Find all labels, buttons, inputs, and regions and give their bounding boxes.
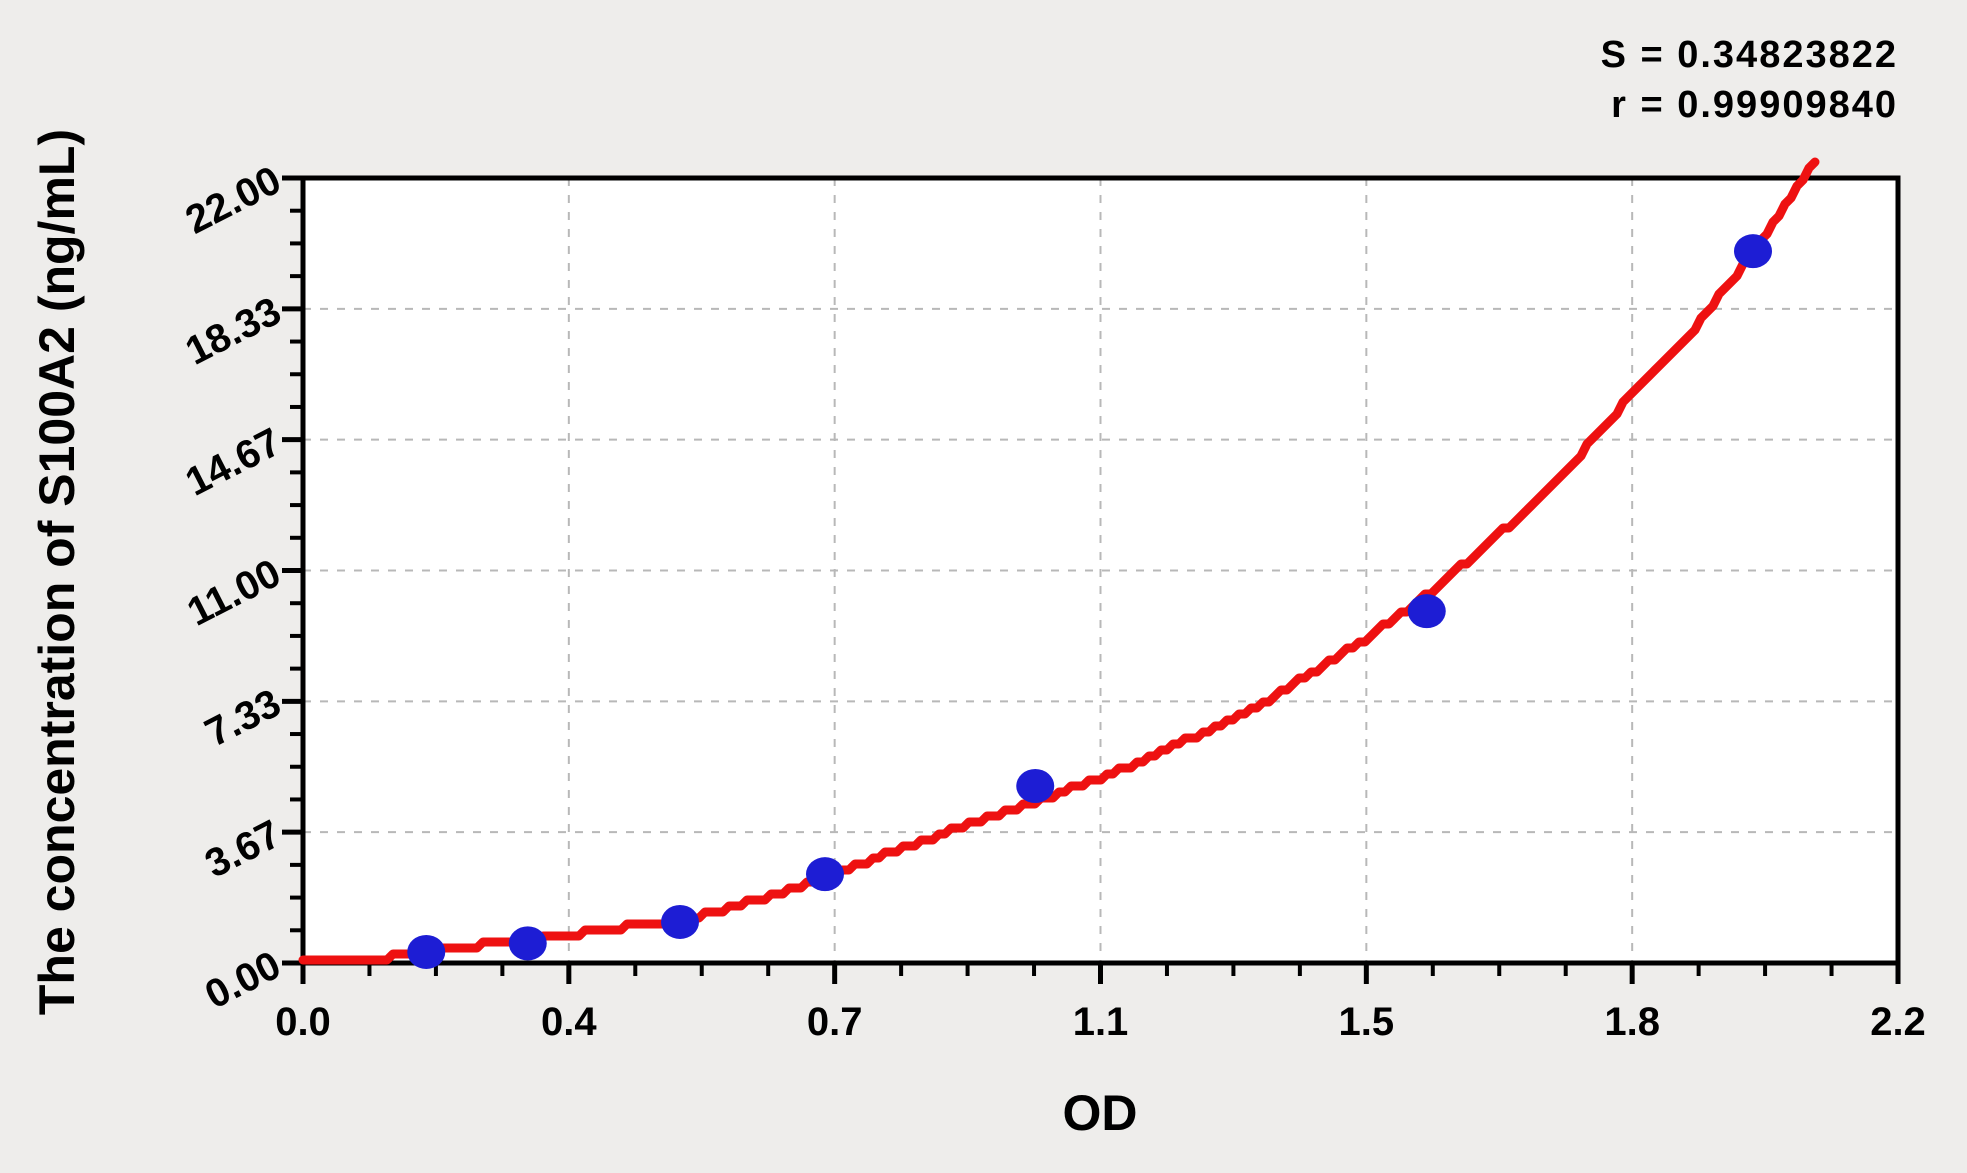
x-tick-label: 0.0 — [275, 1000, 331, 1044]
fit-r-value: r = 0.99909840 — [1611, 84, 1898, 127]
x-tick-label: 0.7 — [806, 1000, 863, 1044]
x-tick-label: 0.4 — [541, 1000, 597, 1044]
data-point — [1407, 594, 1446, 629]
fit-statistics: S = 0.34823822 r = 0.99909840 — [1601, 30, 1898, 130]
data-point — [407, 934, 446, 969]
x-tick-label: 1.1 — [1072, 1000, 1129, 1044]
x-tick-label: 1.5 — [1338, 1000, 1395, 1044]
data-point — [806, 857, 844, 892]
data-point — [1734, 234, 1772, 269]
plot-frame — [300, 175, 1901, 966]
fit-s-value: S = 0.34823822 — [1600, 34, 1898, 76]
x-tick-label: 2.2 — [1870, 1000, 1926, 1044]
fitted-curve — [298, 157, 1820, 965]
x-tick-label: 1.8 — [1604, 1000, 1660, 1044]
data-point — [661, 904, 699, 939]
data-point — [1016, 769, 1055, 804]
data-point — [508, 926, 547, 961]
x-axis-title: OD — [1062, 1085, 1138, 1141]
